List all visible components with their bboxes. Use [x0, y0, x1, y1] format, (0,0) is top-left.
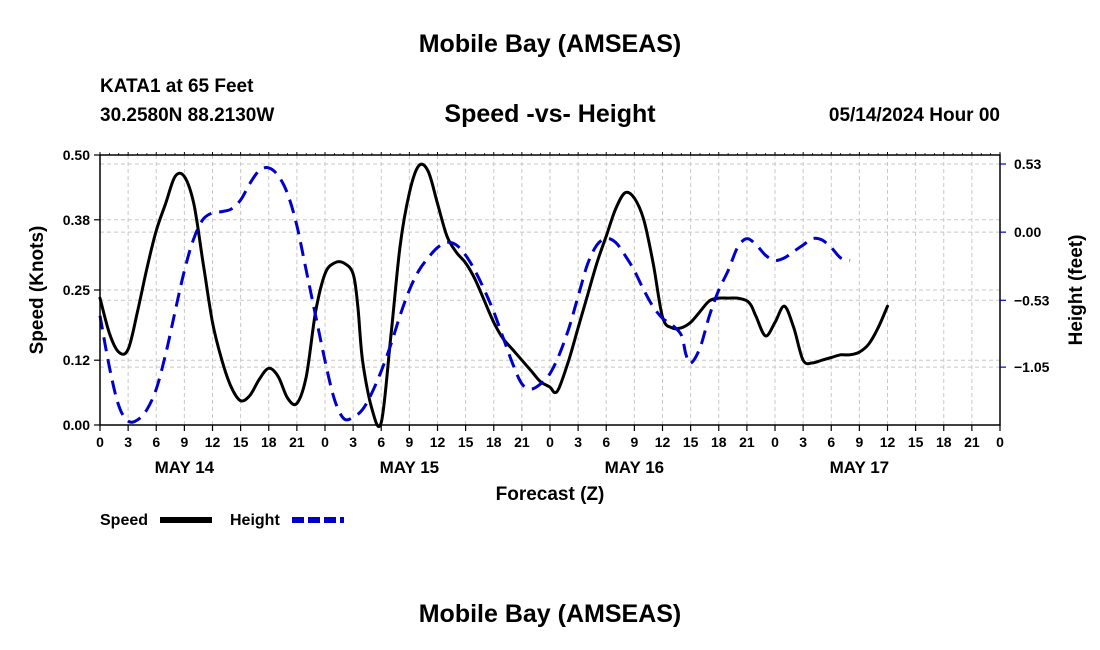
x-tick-label: 9: [630, 434, 638, 450]
x-tick-label: 12: [655, 434, 671, 450]
chart-title: Mobile Bay (AMSEAS): [418, 30, 682, 58]
day-label: MAY 16: [605, 458, 665, 477]
x-tick-label: 6: [377, 434, 385, 450]
y-left-tick-label: 0.00: [63, 417, 90, 433]
chart-subtitle: Speed -vs- Height: [444, 100, 656, 128]
x-axis-title: Forecast (Z): [496, 484, 605, 505]
legend-label-height: Height: [230, 512, 280, 529]
y-right-tick-label: −1.05: [1014, 359, 1050, 375]
y-left-tick-label: 0.12: [63, 352, 90, 368]
x-tick-label: 0: [996, 434, 1004, 450]
x-tick-label: 18: [711, 434, 727, 450]
x-tick-label: 18: [486, 434, 502, 450]
x-tick-label: 6: [152, 434, 160, 450]
x-tick-label: 12: [880, 434, 896, 450]
day-label: MAY 14: [155, 458, 215, 477]
x-tick-label: 21: [289, 434, 305, 450]
x-tick-label: 3: [349, 434, 357, 450]
speed-series-line: [98, 162, 889, 429]
footer-chart-title: Mobile Bay (AMSEAS): [418, 600, 682, 628]
x-tick-label: 0: [96, 434, 104, 450]
x-tick-label: 9: [855, 434, 863, 450]
x-tick-label: 3: [799, 434, 807, 450]
x-tick-label: 9: [180, 434, 188, 450]
station-coordinates: 30.2580N 88.2130W: [100, 105, 275, 126]
y-right-tick-label: −0.53: [1014, 292, 1050, 308]
x-tick-label: 21: [964, 434, 980, 450]
x-tick-label: 6: [827, 434, 835, 450]
x-tick-label: 15: [458, 434, 474, 450]
x-tick-label: 21: [514, 434, 530, 450]
series: [98, 162, 889, 429]
station-label: KATA1 at 65 Feet: [100, 76, 254, 97]
day-label: MAY 15: [380, 458, 440, 477]
y-axis-right-title: Height (feet): [1066, 235, 1087, 346]
x-tick-label: 3: [574, 434, 582, 450]
x-tick-label: 6: [602, 434, 610, 450]
height-series-line: [98, 166, 851, 424]
x-tick-label: 15: [908, 434, 924, 450]
legend: Speed Height: [100, 512, 344, 529]
x-tick-label: 15: [233, 434, 249, 450]
x-tick-label: 12: [430, 434, 446, 450]
x-tick-label: 0: [771, 434, 779, 450]
legend-label-speed: Speed: [100, 512, 148, 529]
y-left-tick-label: 0.38: [63, 212, 90, 228]
axes: 0 3 6 9 12 15 18 21 0 3 6 9 12 15 18 21 0 3 6 9 12 15 18 21 0 3 6 9…: [63, 147, 1050, 477]
x-tick-label: 0: [546, 434, 554, 450]
day-label: MAY 17: [830, 458, 890, 477]
x-tick-label: 0: [321, 434, 329, 450]
x-tick-label: 3: [124, 434, 132, 450]
x-tick-label: 15: [683, 434, 699, 450]
y-left-tick-label: 0.25: [63, 282, 90, 298]
x-tick-label: 18: [261, 434, 277, 450]
grid: [100, 155, 1000, 425]
x-tick-label: 21: [739, 434, 755, 450]
y-right-tick-label: 0.00: [1014, 224, 1041, 240]
y-right-tick-label: 0.53: [1014, 156, 1041, 172]
x-tick-label: 12: [205, 434, 221, 450]
y-axis-left-title: Speed (Knots): [27, 226, 48, 355]
issue-time: 05/14/2024 Hour 00: [828, 105, 1000, 126]
y-left-tick-label: 0.50: [63, 147, 90, 163]
x-tick-label: 18: [936, 434, 952, 450]
x-tick-label: 9: [405, 434, 413, 450]
